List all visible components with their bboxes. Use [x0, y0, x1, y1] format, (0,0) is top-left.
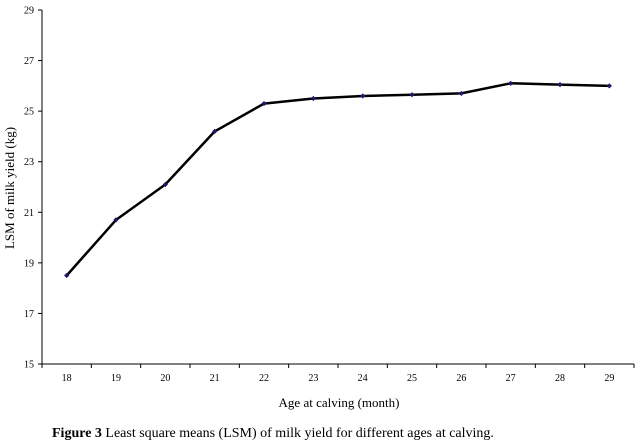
y-tick-label: 27	[24, 56, 34, 67]
y-tick-label: 19	[24, 258, 34, 269]
figure-caption: Figure 3 Least square means (LSM) of mil…	[52, 426, 494, 442]
series	[64, 80, 612, 279]
x-tick-label: 22	[259, 373, 269, 384]
y-tick-label: 23	[24, 157, 34, 168]
axes	[41, 10, 634, 365]
series-line	[65, 82, 610, 277]
data-point	[360, 93, 366, 99]
y-tick-label: 21	[24, 208, 34, 219]
data-point	[162, 181, 168, 188]
x-tick-label: 28	[555, 373, 565, 384]
y-tick-label: 29	[24, 6, 34, 17]
figure-label: Figure 3	[52, 426, 102, 441]
data-point	[557, 81, 563, 88]
data-point	[212, 128, 218, 134]
data-point	[508, 80, 514, 86]
data-point	[64, 272, 70, 279]
data-point	[606, 83, 612, 89]
data-point	[310, 95, 316, 102]
x-tick-label: 20	[160, 373, 170, 384]
x-tick-label: 24	[358, 373, 368, 384]
x-tick-label: 29	[604, 373, 614, 384]
y-axis-title: LSM of milk yield (kg)	[2, 127, 17, 249]
line-chart: 15 17 19 21 23 25 27 29 18 19 20 21 22 23 24 25 26 27 28 29…	[2, 6, 635, 410]
x-tick-label: 23	[308, 373, 318, 384]
data-point	[458, 90, 464, 97]
tick-labels: 15 17 19 21 23 25 27 29 18 19 20 21 22 23 24 25 26 27 28 29	[24, 6, 614, 385]
x-tick-label: 19	[111, 373, 121, 384]
caption-text: Least square means (LSM) of milk yield f…	[101, 426, 494, 441]
x-tick-label: 25	[407, 373, 417, 384]
data-point	[261, 100, 267, 107]
tick-marks	[38, 9, 635, 368]
x-tick-label: 27	[506, 373, 516, 384]
x-tick-label: 21	[210, 373, 220, 384]
x-tick-label: 18	[62, 373, 72, 384]
x-tick-label: 26	[456, 373, 466, 384]
data-point	[409, 92, 415, 98]
data-point	[113, 217, 119, 223]
y-tick-label: 15	[24, 360, 34, 371]
y-tick-label: 25	[24, 107, 34, 118]
y-tick-label: 17	[24, 309, 34, 320]
x-axis-title: Age at calving (month)	[279, 395, 400, 410]
